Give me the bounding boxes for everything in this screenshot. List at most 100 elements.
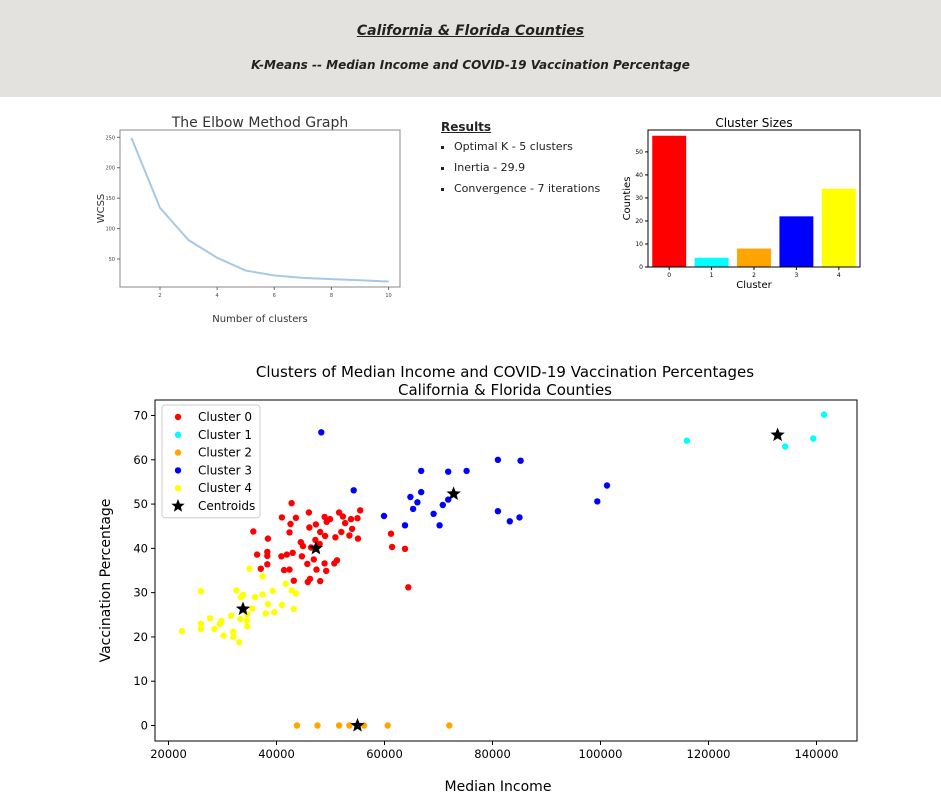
- scatter-point-cluster-0: [388, 543, 396, 551]
- legend-marker-cluster-2: [174, 449, 182, 456]
- centroid-star: [770, 427, 785, 442]
- bars-x-tick-label: 1: [710, 272, 714, 279]
- results-title: Results: [441, 120, 492, 134]
- scatter-point-cluster-4: [230, 628, 237, 635]
- scatter-point-cluster-4: [243, 617, 250, 624]
- scatter-point-cluster-0: [316, 540, 323, 548]
- legend-label: Cluster 1: [198, 428, 252, 442]
- scatter-point-cluster-0: [304, 560, 311, 568]
- scatter-point-cluster-3: [414, 499, 421, 506]
- scatter-point-cluster-3: [380, 512, 388, 520]
- scatter-point-cluster-4: [264, 601, 272, 608]
- scatter-point-cluster-4: [292, 590, 300, 597]
- scatter-x-tick-label: 60000: [366, 747, 403, 761]
- scatter-point-cluster-0: [310, 556, 317, 563]
- scatter-point-cluster-2: [384, 722, 391, 729]
- scatter-point-cluster-2: [335, 722, 343, 729]
- scatter-point-cluster-3: [418, 488, 425, 496]
- scatter-point-cluster-4: [237, 616, 244, 623]
- legend-label: Cluster 2: [198, 446, 252, 460]
- elbow-chart: The Elbow Method Graph 2 4 6 8 10 50 100 150 200 2…: [96, 115, 401, 325]
- scatter-point-cluster-2: [346, 722, 353, 729]
- scatter-point-cluster-4: [271, 608, 278, 616]
- scatter-y-tick-label: 30: [133, 586, 148, 600]
- page-subtitle: K-Means -- Median Income and COVID-19 Va…: [251, 58, 690, 72]
- bars-y-label: Counties: [622, 177, 633, 221]
- legend-marker-cluster-0: [174, 413, 182, 421]
- scatter-point-cluster-4: [178, 628, 186, 635]
- scatter-point-cluster-3: [401, 522, 409, 529]
- cluster-scatter-chart: Clusters of Median Income and COVID-19 V…: [98, 363, 858, 795]
- scatter-point-cluster-0: [387, 530, 395, 537]
- scatter-point-cluster-4: [282, 580, 289, 587]
- scatter-point-cluster-0: [264, 535, 272, 542]
- scatter-point-cluster-4: [197, 625, 205, 633]
- scatter-point-cluster-4: [233, 587, 240, 594]
- centroid-star: [350, 718, 365, 732]
- elbow-x-label: Number of clusters: [212, 314, 307, 325]
- scatter-point-cluster-0: [348, 525, 356, 533]
- scatter-y-tick-label: 20: [133, 630, 148, 644]
- scatter-x-label: Median Income: [445, 779, 552, 795]
- result-inertia: Inertia - 29.9: [454, 161, 611, 174]
- scatter-point-cluster-0: [333, 557, 341, 564]
- elbow-y-tick-label: 50: [109, 257, 115, 263]
- scatter-point-cluster-0: [312, 521, 320, 528]
- scatter-point-cluster-0: [346, 532, 353, 539]
- scatter-y-tick-label: 60: [133, 453, 148, 467]
- scatter-point-cluster-0: [354, 515, 361, 522]
- centroid-star: [446, 486, 461, 500]
- scatter-point-cluster-3: [603, 482, 611, 489]
- page-header: California & Florida Counties K-Means --…: [0, 0, 941, 97]
- scatter-point-cluster-3: [439, 501, 446, 509]
- scatter-point-cluster-4: [244, 623, 251, 630]
- elbow-x-tick-label: 6: [273, 293, 276, 299]
- result-optimal-k: Optimal K - 5 clusters: [454, 140, 611, 153]
- scatter-point-cluster-0: [298, 553, 306, 560]
- bar-cluster-2: [737, 248, 771, 267]
- scatter-x-tick-label: 140000: [795, 747, 839, 761]
- scatter-point-cluster-0: [286, 566, 293, 573]
- elbow-x-tick-label: 2: [158, 293, 161, 299]
- scatter-point-cluster-0: [278, 514, 286, 521]
- scatter-point-cluster-4: [259, 591, 266, 598]
- scatter-point-cluster-0: [317, 528, 324, 536]
- scatter-point-cluster-0: [306, 575, 314, 583]
- page-title: California & Florida Counties: [356, 23, 585, 39]
- scatter-plot-frame: [154, 399, 858, 742]
- scatter-x-tick-label: 20000: [150, 747, 187, 761]
- scatter-point-cluster-4: [227, 612, 235, 619]
- scatter-point-cluster-4: [259, 573, 266, 580]
- scatter-point-cluster-0: [306, 524, 313, 531]
- scatter-point-cluster-0: [280, 566, 288, 574]
- scatter-point-cluster-0: [347, 515, 355, 523]
- legend-label: Cluster 4: [198, 481, 252, 495]
- scatter-point-cluster-3: [494, 456, 502, 463]
- elbow-line: [130, 137, 389, 283]
- legend-label: Cluster 3: [198, 463, 252, 477]
- scatter-point-cluster-4: [249, 605, 256, 612]
- scatter-y-tick-label: 40: [133, 541, 148, 555]
- scatter-y-tick-label: 0: [141, 719, 148, 733]
- results-panel: Results Optimal K - 5 clusters Inertia -…: [441, 120, 611, 203]
- elbow-y-tick-label: 100: [105, 227, 115, 233]
- scatter-point-cluster-3: [494, 508, 502, 515]
- scatter-point-cluster-0: [332, 534, 339, 541]
- scatter-point-cluster-4: [206, 615, 214, 622]
- scatter-point-cluster-2: [314, 722, 321, 729]
- bars-y-tick-label: 0: [639, 264, 643, 271]
- scatter-point-cluster-1: [683, 437, 691, 444]
- scatter-point-cluster-0: [354, 535, 362, 542]
- bar-cluster-0: [652, 135, 687, 267]
- scatter-point-cluster-4: [230, 633, 237, 641]
- scatter-y-label: Vaccination Percentage: [98, 499, 114, 663]
- bars-x-tick-label: 4: [837, 272, 841, 279]
- scatter-point-cluster-3: [418, 467, 425, 475]
- scatter-point-cluster-4: [211, 625, 218, 633]
- centroid-star: [308, 540, 324, 555]
- scatter-subtitle: California & Florida Counties: [398, 381, 612, 399]
- bars-y-tick-label: 10: [635, 241, 643, 248]
- scatter-point-cluster-4: [269, 587, 276, 595]
- legend-marker-centroids: [171, 499, 185, 512]
- scatter-point-cluster-3: [517, 457, 524, 464]
